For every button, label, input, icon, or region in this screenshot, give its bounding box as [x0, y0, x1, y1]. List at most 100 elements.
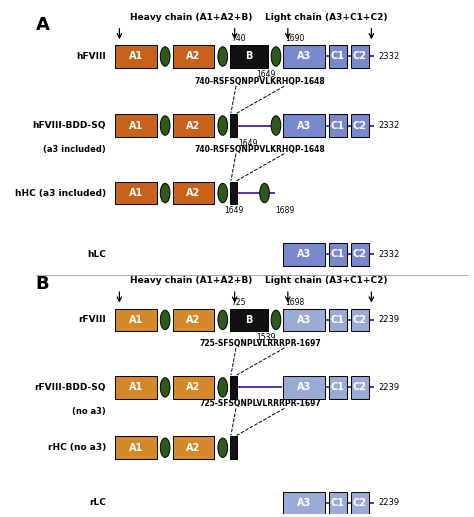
Text: Light chain (A3+C1+C2): Light chain (A3+C1+C2): [265, 13, 388, 22]
Ellipse shape: [160, 310, 170, 330]
FancyBboxPatch shape: [173, 114, 214, 137]
Text: A2: A2: [186, 383, 201, 392]
FancyBboxPatch shape: [230, 45, 268, 68]
FancyBboxPatch shape: [115, 182, 157, 204]
Text: 740: 740: [231, 34, 246, 43]
Text: A2: A2: [186, 443, 201, 453]
FancyBboxPatch shape: [329, 309, 347, 331]
Ellipse shape: [160, 116, 170, 135]
Text: A3: A3: [297, 383, 311, 392]
Text: 725-SFSQNPLVLRRRPR-1697: 725-SFSQNPLVLRRRPR-1697: [199, 399, 321, 408]
Text: 2239: 2239: [378, 315, 399, 324]
Text: C2: C2: [353, 315, 367, 325]
FancyBboxPatch shape: [115, 309, 157, 331]
Text: C1: C1: [331, 498, 345, 508]
Text: A2: A2: [186, 315, 201, 325]
Text: A3: A3: [297, 120, 311, 130]
FancyBboxPatch shape: [329, 114, 347, 137]
Text: C1: C1: [331, 52, 345, 62]
Text: rHC (no a3): rHC (no a3): [48, 443, 106, 452]
Text: A1: A1: [129, 383, 143, 392]
FancyBboxPatch shape: [230, 376, 237, 399]
Ellipse shape: [271, 310, 281, 330]
Text: hFVIII: hFVIII: [76, 52, 106, 61]
Text: 725-SFSQNPLVLRRRPR-1697: 725-SFSQNPLVLRRRPR-1697: [199, 339, 321, 348]
FancyBboxPatch shape: [173, 182, 214, 204]
FancyBboxPatch shape: [329, 492, 347, 514]
FancyBboxPatch shape: [283, 243, 325, 266]
Text: A3: A3: [297, 52, 311, 62]
Text: 2332: 2332: [378, 52, 399, 61]
FancyBboxPatch shape: [351, 376, 369, 399]
Text: 1649: 1649: [224, 206, 244, 216]
FancyBboxPatch shape: [329, 376, 347, 399]
Text: rFVIII: rFVIII: [79, 315, 106, 324]
Text: 740-RSFSQNPPVLKRHQP-1648: 740-RSFSQNPPVLKRHQP-1648: [195, 145, 326, 154]
Text: C1: C1: [331, 315, 345, 325]
FancyBboxPatch shape: [230, 182, 237, 204]
Ellipse shape: [160, 438, 170, 458]
Text: (no a3): (no a3): [73, 407, 106, 416]
Text: hFVIII-BDD-SQ: hFVIII-BDD-SQ: [33, 121, 106, 130]
FancyBboxPatch shape: [173, 436, 214, 459]
FancyBboxPatch shape: [173, 309, 214, 331]
FancyBboxPatch shape: [173, 45, 214, 68]
FancyBboxPatch shape: [115, 45, 157, 68]
Text: 1689: 1689: [275, 206, 295, 216]
FancyBboxPatch shape: [283, 492, 325, 514]
Text: A2: A2: [186, 52, 201, 62]
Text: A1: A1: [129, 188, 143, 198]
Text: rLC: rLC: [89, 498, 106, 508]
Text: C1: C1: [331, 383, 345, 392]
Text: 2332: 2332: [378, 250, 399, 259]
Text: C1: C1: [331, 249, 345, 260]
Ellipse shape: [271, 116, 281, 135]
Ellipse shape: [260, 184, 269, 203]
FancyBboxPatch shape: [115, 376, 157, 399]
FancyBboxPatch shape: [230, 114, 237, 137]
Text: hHC (a3 included): hHC (a3 included): [15, 189, 106, 197]
FancyBboxPatch shape: [230, 436, 237, 459]
Text: 2332: 2332: [378, 121, 399, 130]
Text: C1: C1: [331, 120, 345, 130]
Text: 2239: 2239: [378, 498, 399, 508]
Text: B: B: [245, 52, 253, 62]
Ellipse shape: [218, 47, 228, 66]
Ellipse shape: [160, 377, 170, 397]
Text: 1649: 1649: [238, 139, 257, 148]
Text: Heavy chain (A1+A2+B): Heavy chain (A1+A2+B): [130, 13, 253, 22]
FancyBboxPatch shape: [173, 376, 214, 399]
FancyBboxPatch shape: [351, 492, 369, 514]
Text: 725: 725: [231, 298, 246, 307]
FancyBboxPatch shape: [230, 309, 268, 331]
Text: Heavy chain (A1+A2+B): Heavy chain (A1+A2+B): [130, 276, 253, 285]
FancyBboxPatch shape: [351, 243, 369, 266]
Text: A1: A1: [129, 120, 143, 130]
Text: B: B: [245, 315, 253, 325]
FancyBboxPatch shape: [351, 309, 369, 331]
Text: A1: A1: [129, 315, 143, 325]
Text: A3: A3: [297, 249, 311, 260]
FancyBboxPatch shape: [115, 436, 157, 459]
Text: A3: A3: [297, 315, 311, 325]
Text: A3: A3: [297, 498, 311, 508]
Text: C2: C2: [353, 120, 367, 130]
FancyBboxPatch shape: [283, 309, 325, 331]
Ellipse shape: [218, 310, 228, 330]
Text: B: B: [36, 275, 49, 293]
Text: hLC: hLC: [87, 250, 106, 259]
Text: 740-RSFSQNPPVLKRHQP-1648: 740-RSFSQNPPVLKRHQP-1648: [195, 77, 326, 86]
Text: A2: A2: [186, 188, 201, 198]
Ellipse shape: [218, 438, 228, 458]
Text: C2: C2: [353, 52, 367, 62]
Text: C2: C2: [353, 498, 367, 508]
FancyBboxPatch shape: [351, 45, 369, 68]
FancyBboxPatch shape: [329, 45, 347, 68]
Ellipse shape: [218, 116, 228, 135]
Ellipse shape: [218, 377, 228, 397]
Text: 2239: 2239: [378, 383, 399, 392]
Text: C2: C2: [353, 249, 367, 260]
Text: Light chain (A3+C1+C2): Light chain (A3+C1+C2): [265, 276, 388, 285]
Text: A2: A2: [186, 120, 201, 130]
Text: C2: C2: [353, 383, 367, 392]
